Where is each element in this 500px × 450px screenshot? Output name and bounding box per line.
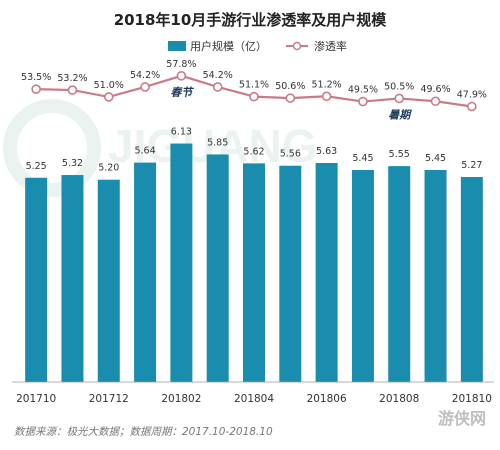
bar-label-201803: 5.85 <box>207 137 228 148</box>
x-tick-201802: 201802 <box>161 393 201 405</box>
line-label-201806: 51.2% <box>312 79 342 90</box>
bar-label-201712: 5.20 <box>98 163 119 174</box>
bar-label-201805: 5.56 <box>280 149 301 160</box>
line-series-group <box>31 71 477 112</box>
legend-line-label: 渗透率 <box>314 39 347 53</box>
legend-bar-label: 用户规模（亿） <box>190 39 267 53</box>
line-point-201809 <box>430 96 441 107</box>
bar-201807 <box>351 169 374 382</box>
corner-logo: 游侠网 <box>438 409 486 428</box>
x-tick-labels: 201710 201712 201802 201804 201806 201808 2018… <box>16 393 492 405</box>
bar-label-201711: 5.32 <box>62 158 83 169</box>
bar-201801 <box>134 162 157 382</box>
bar-201804 <box>243 163 265 382</box>
x-tick-201804: 201804 <box>234 393 274 405</box>
line-labels-group: 53.5% 53.2% 51.0% 54.2% 57.8% 54.2% 51.1% 50.6%… <box>21 59 487 101</box>
line-label-201809: 49.6% <box>420 84 450 95</box>
line-label-201801: 54.2% <box>130 70 160 81</box>
legend-bar-swatch <box>168 41 186 51</box>
bar-201711 <box>61 175 84 382</box>
line-label-201810: 47.9% <box>457 90 487 101</box>
annotation-2: 暑期 <box>388 108 412 121</box>
line-point-201801 <box>140 82 150 92</box>
chart-title: 2018年10月手游行业渗透率及用户规模 <box>114 11 388 29</box>
bar-201805 <box>279 165 302 382</box>
bar-201806 <box>315 162 338 382</box>
bar-201808 <box>388 166 411 382</box>
bar-201802 <box>170 143 193 382</box>
source-note: 数据来源：极光大数据；数据周期：2017.10-2018.10 <box>14 426 273 438</box>
legend-line-marker <box>292 41 302 51</box>
line-point-201802 <box>176 71 187 81</box>
line-point-201803 <box>212 82 223 92</box>
line-point-201807 <box>358 96 368 107</box>
bar-label-201808: 5.55 <box>389 149 410 160</box>
line-point-201810 <box>467 101 477 112</box>
bar-label-201710: 5.25 <box>26 161 47 172</box>
line-label-201805: 50.6% <box>275 81 305 92</box>
bar-label-201806: 5.63 <box>316 146 337 157</box>
bar-label-201810: 5.27 <box>461 160 482 171</box>
watermark: JIGUANG <box>3 99 318 197</box>
line-point-201712 <box>103 92 114 102</box>
bars-group <box>25 143 483 382</box>
annotation-1: 春节 <box>170 86 194 99</box>
line-label-201710: 53.5% <box>21 72 51 83</box>
line-point-201806 <box>321 91 332 102</box>
bar-201712 <box>97 179 120 382</box>
line-label-201712: 51.0% <box>94 80 124 91</box>
line-point-201808 <box>394 93 405 104</box>
bar-201710 <box>25 177 48 382</box>
bar-labels-group: 5.25 5.32 5.20 5.64 6.13 5.85 5.62 5.56 5.63 5.45… <box>26 127 483 174</box>
x-tick-201810: 201810 <box>452 393 492 405</box>
bar-201810 <box>460 176 483 382</box>
line-label-201803: 54.2% <box>203 70 233 81</box>
line-label-201807: 49.5% <box>348 85 378 96</box>
corner-logo-text: 游侠网 <box>438 409 486 428</box>
line-label-201808: 50.5% <box>384 81 414 92</box>
line-point-201710 <box>31 84 41 94</box>
line-label-201802: 57.8% <box>166 59 196 70</box>
bar-label-201804: 5.62 <box>243 146 264 157</box>
bar-label-201801: 5.64 <box>134 146 155 157</box>
bar-label-201802: 6.13 <box>171 127 192 138</box>
line-label-201804: 51.1% <box>239 80 269 91</box>
line-point-201711 <box>67 85 78 95</box>
line-label-201711: 53.2% <box>57 73 87 84</box>
bar-label-201807: 5.45 <box>352 153 373 164</box>
bar-label-201809: 5.45 <box>425 153 446 164</box>
legend: 用户规模（亿） 渗透率 <box>168 39 347 53</box>
x-tick-201710: 201710 <box>16 393 56 405</box>
line-point-201805 <box>285 93 296 103</box>
x-tick-201808: 201808 <box>379 393 419 405</box>
bar-201803 <box>206 154 229 382</box>
bar-201809 <box>424 169 447 382</box>
x-tick-201806: 201806 <box>307 393 347 405</box>
line-point-201804 <box>249 91 259 102</box>
x-tick-201712: 201712 <box>89 393 129 405</box>
